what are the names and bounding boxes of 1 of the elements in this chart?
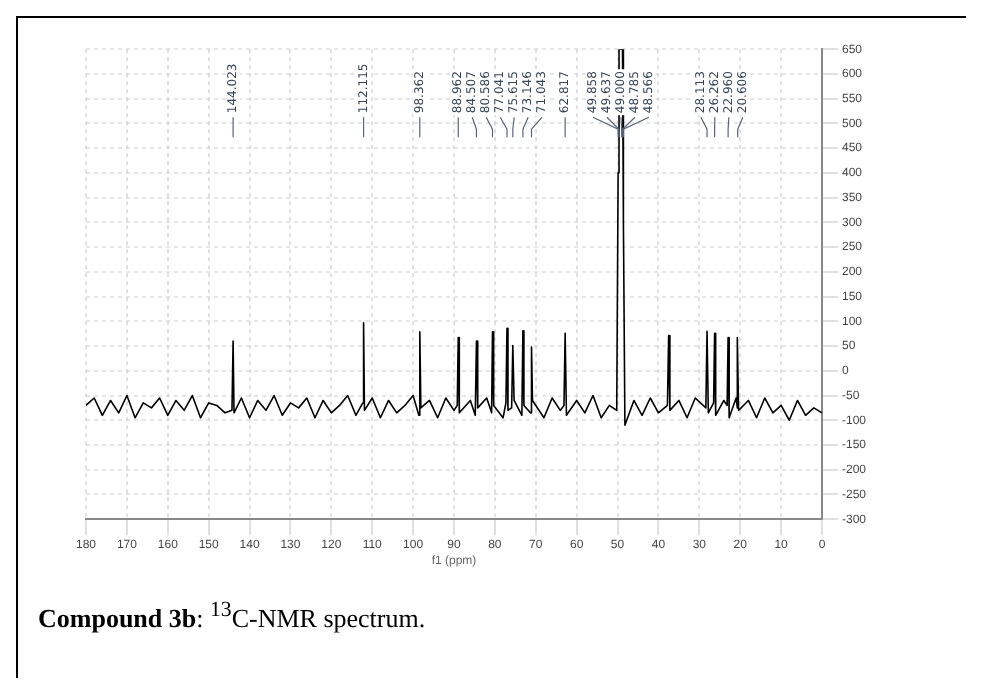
text: Compound 3b: $^{13}$C-NMR spectrum.: [38, 598, 426, 635]
